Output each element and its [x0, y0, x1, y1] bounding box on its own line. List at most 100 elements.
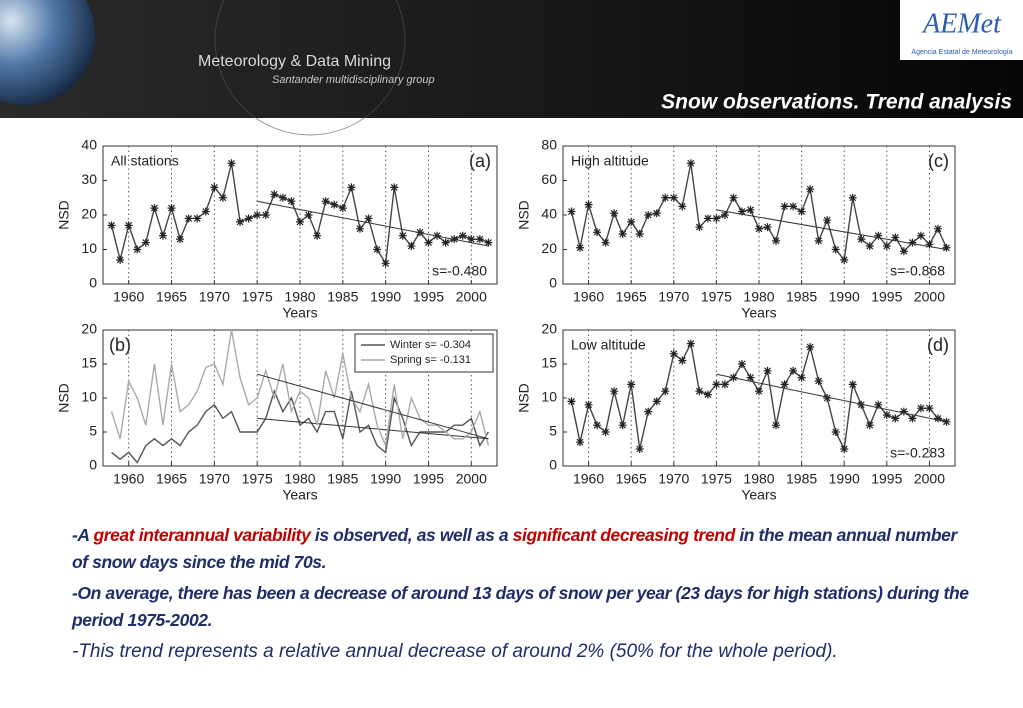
data-point — [831, 428, 840, 436]
x-tick-label: 1980 — [284, 471, 315, 487]
data-point — [789, 202, 798, 211]
data-point — [398, 231, 407, 240]
data-point — [601, 238, 610, 247]
logo: AEMet — [921, 8, 1002, 39]
data-point — [703, 214, 712, 223]
y-tick-label: 60 — [541, 171, 557, 187]
data-point — [338, 204, 347, 213]
y-tick-label: 5 — [549, 423, 557, 439]
data-point — [236, 217, 245, 226]
note-text: is observed, as well as a — [310, 525, 513, 545]
data-point — [167, 204, 176, 213]
data-point — [424, 238, 433, 247]
data-point — [133, 245, 142, 254]
data-point — [644, 211, 653, 219]
data-point — [304, 211, 313, 219]
data-point — [823, 216, 832, 225]
note-text: -A — [72, 525, 94, 545]
note-paragraph: -A great interannual variability is obse… — [72, 522, 972, 576]
data-point — [287, 197, 296, 206]
data-point — [576, 438, 585, 447]
y-tick-label: 20 — [81, 206, 97, 222]
data-point — [484, 238, 493, 247]
slope-annotation: s=-0.480 — [432, 263, 487, 279]
panel-label: (b) — [109, 335, 131, 355]
y-tick-label: 10 — [541, 389, 557, 405]
data-point — [567, 207, 576, 216]
note-text: significant decreasing trend — [512, 525, 736, 545]
data-point — [916, 231, 925, 240]
trend-line — [257, 200, 489, 247]
data-point — [467, 235, 476, 244]
note-paragraph: -On average, there has been a decrease o… — [72, 580, 972, 634]
data-point — [261, 211, 270, 219]
x-tick-label: 1970 — [199, 289, 230, 305]
data-point — [695, 223, 704, 232]
data-point — [857, 400, 866, 409]
data-point — [278, 193, 287, 202]
data-point — [755, 224, 763, 233]
data-point — [891, 414, 900, 423]
panel-label: (c) — [928, 151, 949, 171]
data-point — [823, 394, 832, 402]
globe — [0, 0, 95, 105]
data-point — [797, 207, 806, 216]
note-text: -On average, there has been a decrease o… — [72, 583, 969, 630]
data-point — [746, 373, 755, 382]
legend-label: Winter s= -0.304 — [390, 339, 471, 351]
x-axis-label: Years — [741, 305, 776, 321]
data-point — [772, 236, 781, 245]
y-tick-label: 0 — [89, 457, 97, 473]
note-paragraph: -This trend represents a relative annual… — [72, 638, 972, 665]
x-tick-label: 1960 — [573, 471, 604, 487]
data-point — [184, 214, 193, 223]
data-point — [584, 400, 593, 409]
x-tick-label: 2000 — [914, 289, 945, 305]
data-point — [720, 211, 729, 219]
y-tick-label: 0 — [549, 275, 557, 291]
data-point — [210, 183, 219, 192]
x-tick-label: 1970 — [658, 289, 689, 305]
data-point — [347, 183, 356, 192]
data-point — [678, 356, 687, 365]
y-tick-label: 0 — [89, 275, 97, 291]
series-line — [111, 389, 490, 464]
data-point — [865, 421, 874, 430]
data-point — [407, 242, 416, 251]
trend-line — [257, 373, 489, 440]
x-tick-label: 1970 — [658, 471, 689, 487]
data-point — [593, 421, 602, 430]
x-tick-label: 1975 — [701, 471, 732, 487]
x-axis-label: Years — [741, 487, 776, 503]
data-point — [244, 214, 253, 223]
data-point — [627, 217, 636, 226]
y-tick-label: 20 — [81, 321, 97, 337]
note-text: -This trend represents a relative annual… — [72, 641, 838, 662]
y-axis-label: NSD — [516, 200, 532, 230]
panel-title: High altitude — [571, 153, 649, 169]
data-point — [458, 231, 467, 240]
logo-box — [900, 0, 1023, 60]
data-point — [441, 238, 450, 247]
x-tick-label: 1975 — [242, 471, 273, 487]
data-point — [737, 207, 746, 216]
x-tick-label: 1970 — [199, 471, 230, 487]
data-point — [364, 214, 373, 223]
x-tick-label: 1960 — [573, 289, 604, 305]
data-point — [916, 404, 925, 413]
brand: Meteorology & Data Mining — [198, 53, 391, 70]
data-point — [116, 255, 125, 264]
data-point — [227, 159, 236, 168]
y-tick-label: 80 — [541, 137, 557, 153]
y-tick-label: 0 — [549, 457, 557, 473]
x-tick-label: 1985 — [327, 289, 358, 305]
logo-caption: Agencia Estatal de Meteorología — [911, 49, 1012, 56]
data-point — [576, 243, 585, 252]
y-axis-label: NSD — [56, 383, 72, 413]
data-point — [720, 380, 729, 389]
data-point — [390, 183, 399, 192]
y-tick-label: 10 — [81, 389, 97, 405]
y-tick-label: 15 — [541, 355, 557, 371]
trend-line — [716, 373, 947, 423]
x-tick-label: 1960 — [113, 471, 144, 487]
